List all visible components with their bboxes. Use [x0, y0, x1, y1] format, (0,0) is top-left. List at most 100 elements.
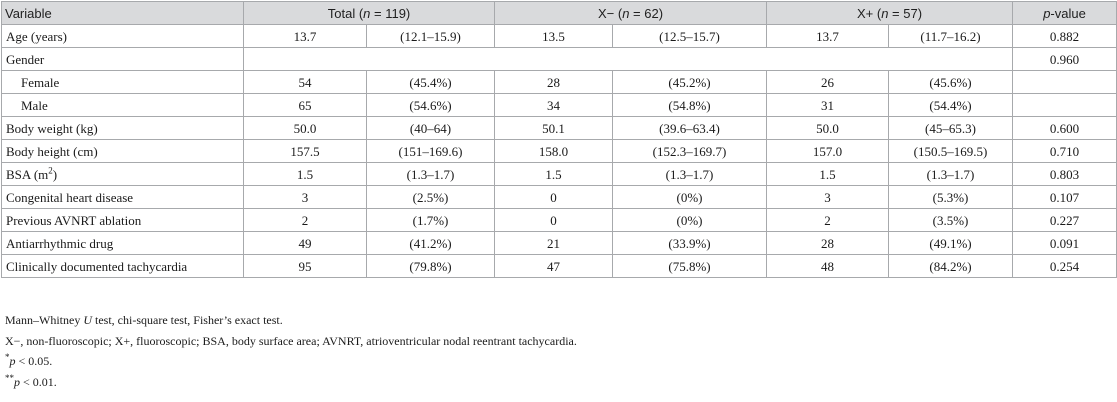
data-table: Variable Total (n = 119) X− (n = 62) X+ … [1, 1, 1117, 278]
x-minus-value: 47 [494, 254, 614, 278]
x-plus-range: (1.3–1.7) [888, 162, 1014, 186]
row-label: Body height (cm) [1, 139, 244, 163]
total-value: 1.5 [243, 162, 367, 186]
total-range: (79.8%) [365, 254, 496, 278]
x-plus-range: (11.7–16.2) [888, 24, 1014, 48]
footnote-tests: Mann–Whitney U test, chi-square test, Fi… [5, 313, 283, 327]
empty-cell [242, 47, 1014, 71]
total-range: (12.1–15.9) [365, 24, 496, 48]
row-label: Body weight (kg) [1, 116, 244, 140]
x-minus-value: 50.1 [494, 116, 614, 140]
total-range: (45.4%) [365, 70, 496, 94]
total-value: 157.5 [243, 139, 367, 163]
table-row: Antiarrhythmic drug 49 (41.2%) 21 (33.9%… [1, 231, 1117, 255]
table-row: BSA (m2) 1.5 (1.3–1.7) 1.5 (1.3–1.7) 1.5… [1, 162, 1117, 186]
total-range: (54.6%) [365, 93, 496, 117]
x-minus-range: (33.9%) [612, 231, 768, 255]
p-value: 0.254 [1012, 254, 1117, 278]
table-row: Congenital heart disease 3 (2.5%) 0 (0%)… [1, 185, 1117, 209]
x-minus-value: 28 [494, 70, 614, 94]
x-plus-range: (54.4%) [888, 93, 1014, 117]
table-row: Previous AVNRT ablation 2 (1.7%) 0 (0%) … [1, 208, 1117, 232]
row-label: Congenital heart disease [1, 185, 244, 209]
x-plus-value: 1.5 [766, 162, 890, 186]
p-value: 0.710 [1012, 139, 1117, 163]
x-minus-range: (75.8%) [612, 254, 768, 278]
p-value: 0.091 [1012, 231, 1117, 255]
x-plus-value: 50.0 [766, 116, 890, 140]
x-minus-value: 21 [494, 231, 614, 255]
total-value: 49 [243, 231, 367, 255]
p-value: 0.107 [1012, 185, 1117, 209]
x-plus-value: 28 [766, 231, 890, 255]
x-minus-range: (152.3–169.7) [612, 139, 768, 163]
x-minus-range: (0%) [612, 185, 768, 209]
x-minus-range: (12.5–15.7) [612, 24, 768, 48]
table-row: Gender 0.960 [1, 47, 1117, 71]
total-value: 65 [243, 93, 367, 117]
x-plus-range: (5.3%) [888, 185, 1014, 209]
x-plus-range: (84.2%) [888, 254, 1014, 278]
total-value: 50.0 [243, 116, 367, 140]
table-row: Body height (cm) 157.5 (151–169.6) 158.0… [1, 139, 1117, 163]
x-plus-value: 48 [766, 254, 890, 278]
x-minus-value: 0 [494, 185, 614, 209]
total-range: (2.5%) [365, 185, 496, 209]
table-row: Male 65 (54.6%) 34 (54.8%) 31 (54.4%) [1, 93, 1117, 117]
table-row: Female 54 (45.4%) 28 (45.2%) 26 (45.6%) [1, 70, 1117, 94]
table-header-row: Variable Total (n = 119) X− (n = 62) X+ … [1, 1, 1117, 25]
row-label: Antiarrhythmic drug [1, 231, 244, 255]
header-total: Total (n = 119) [242, 1, 496, 25]
x-plus-value: 157.0 [766, 139, 890, 163]
x-plus-value: 31 [766, 93, 890, 117]
table-row: Body weight (kg) 50.0 (40–64) 50.1 (39.6… [1, 116, 1117, 140]
x-minus-value: 1.5 [494, 162, 614, 186]
x-minus-value: 158.0 [494, 139, 614, 163]
footnote-significance-2: **p < 0.01. [5, 372, 57, 389]
header-x-plus: X+ (n = 57) [766, 1, 1014, 25]
total-value: 13.7 [243, 24, 367, 48]
row-label: Female [1, 70, 244, 94]
total-value: 54 [243, 70, 367, 94]
p-value [1012, 93, 1117, 117]
x-plus-value: 26 [766, 70, 890, 94]
p-value: 0.227 [1012, 208, 1117, 232]
x-plus-value: 13.7 [766, 24, 890, 48]
total-value: 2 [243, 208, 367, 232]
x-plus-range: (45.6%) [888, 70, 1014, 94]
x-plus-range: (3.5%) [888, 208, 1014, 232]
header-p-value: p-value [1012, 1, 1117, 25]
footnote-significance-1: *p < 0.05. [5, 352, 53, 369]
x-plus-value: 2 [766, 208, 890, 232]
x-plus-range: (49.1%) [888, 231, 1014, 255]
total-value: 3 [243, 185, 367, 209]
total-range: (1.7%) [365, 208, 496, 232]
x-minus-value: 0 [494, 208, 614, 232]
header-x-minus: X− (n = 62) [494, 1, 768, 25]
x-plus-value: 3 [766, 185, 890, 209]
total-range: (41.2%) [365, 231, 496, 255]
x-minus-value: 34 [494, 93, 614, 117]
row-label: Male [1, 93, 244, 117]
x-plus-range: (45–65.3) [888, 116, 1014, 140]
row-label: Previous AVNRT ablation [1, 208, 244, 232]
total-range: (1.3–1.7) [365, 162, 496, 186]
x-plus-range: (150.5–169.5) [888, 139, 1014, 163]
row-label: Gender [1, 47, 244, 71]
row-label: BSA (m2) [1, 162, 244, 186]
table-footnotes: Mann–Whitney U test, chi-square test, Fi… [5, 310, 577, 392]
row-label: Age (years) [1, 24, 244, 48]
table-row: Clinically documented tachycardia 95 (79… [1, 254, 1117, 278]
x-minus-range: (1.3–1.7) [612, 162, 768, 186]
footnote-abbreviations: X−, non-fluoroscopic; X+, fluoroscopic; … [5, 333, 577, 348]
total-range: (40–64) [365, 116, 496, 140]
row-label: Clinically documented tachycardia [1, 254, 244, 278]
x-minus-range: (54.8%) [612, 93, 768, 117]
x-minus-value: 13.5 [494, 24, 614, 48]
p-value [1012, 70, 1117, 94]
header-variable: Variable [1, 1, 244, 25]
p-value: 0.600 [1012, 116, 1117, 140]
total-value: 95 [243, 254, 367, 278]
x-minus-range: (0%) [612, 208, 768, 232]
p-value: 0.960 [1012, 47, 1117, 71]
